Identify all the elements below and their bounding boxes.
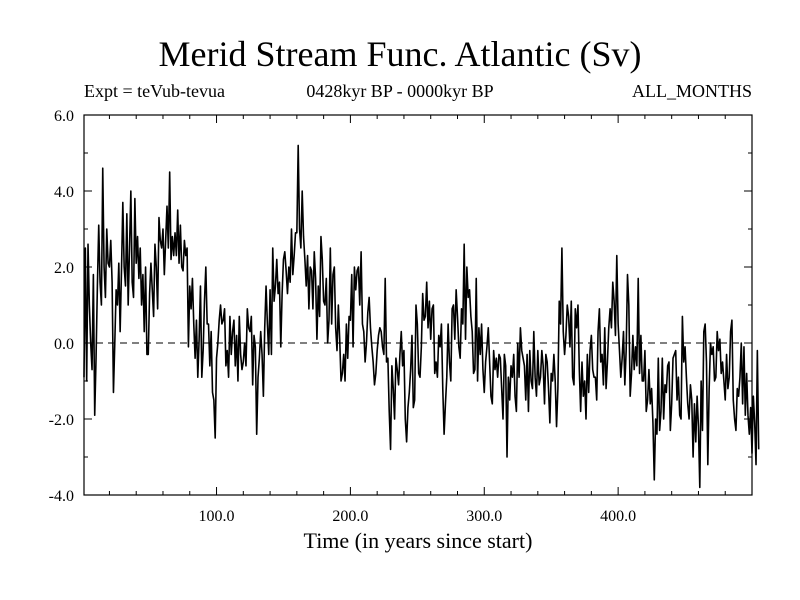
- y-tick-label: -2.0: [49, 412, 74, 429]
- y-tick-label: 2.0: [54, 260, 74, 277]
- data-series-line: [83, 144, 760, 489]
- y-tick-label: -4.0: [49, 488, 74, 505]
- x-axis-label: Time (in years since start): [303, 528, 533, 553]
- chart-title: Merid Stream Func. Atlantic (Sv): [158, 34, 642, 74]
- experiment-label: Expt = teVub-tevua: [84, 81, 226, 101]
- x-tick-label: 300.0: [466, 508, 502, 525]
- months-label: ALL_MONTHS: [632, 81, 752, 101]
- time-range-label: 0428kyr BP - 0000kyr BP: [306, 81, 494, 101]
- y-tick-label: 0.0: [54, 336, 74, 353]
- y-tick-label: 4.0: [54, 184, 74, 201]
- x-tick-label: 200.0: [332, 508, 368, 525]
- x-tick-label: 100.0: [199, 508, 235, 525]
- plot-frame: [83, 114, 753, 496]
- x-tick-label: 400.0: [600, 508, 636, 525]
- y-tick-label: 6.0: [54, 108, 74, 125]
